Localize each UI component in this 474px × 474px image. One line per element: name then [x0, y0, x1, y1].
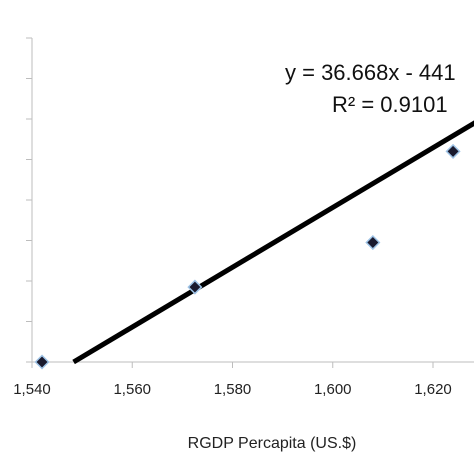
x-tick-label: 1,560 [113, 381, 151, 398]
x-tick-label: 1,600 [314, 381, 352, 398]
x-axis-ticks [31, 362, 434, 368]
y-axis-ticks [26, 37, 32, 363]
data-points [34, 143, 461, 370]
data-point-marker [445, 143, 461, 159]
linear-trendline [72, 120, 474, 365]
x-axis-tick-labels: 1,540 1,560 1,580 1,600 1,620 [13, 381, 452, 398]
data-point-marker [34, 354, 50, 370]
x-tick-label: 1,620 [414, 381, 452, 398]
x-tick-label: 1,540 [13, 381, 51, 398]
data-point-marker [365, 234, 381, 251]
trendline-r-squared: R² = 0.9101 [332, 92, 448, 117]
data-point-marker [187, 279, 203, 295]
x-axis-title: RGDP Percapita (US.$) [188, 435, 357, 452]
x-tick-label: 1,580 [214, 381, 252, 398]
trendline-equation: y = 36.668x - 441 [285, 60, 456, 85]
